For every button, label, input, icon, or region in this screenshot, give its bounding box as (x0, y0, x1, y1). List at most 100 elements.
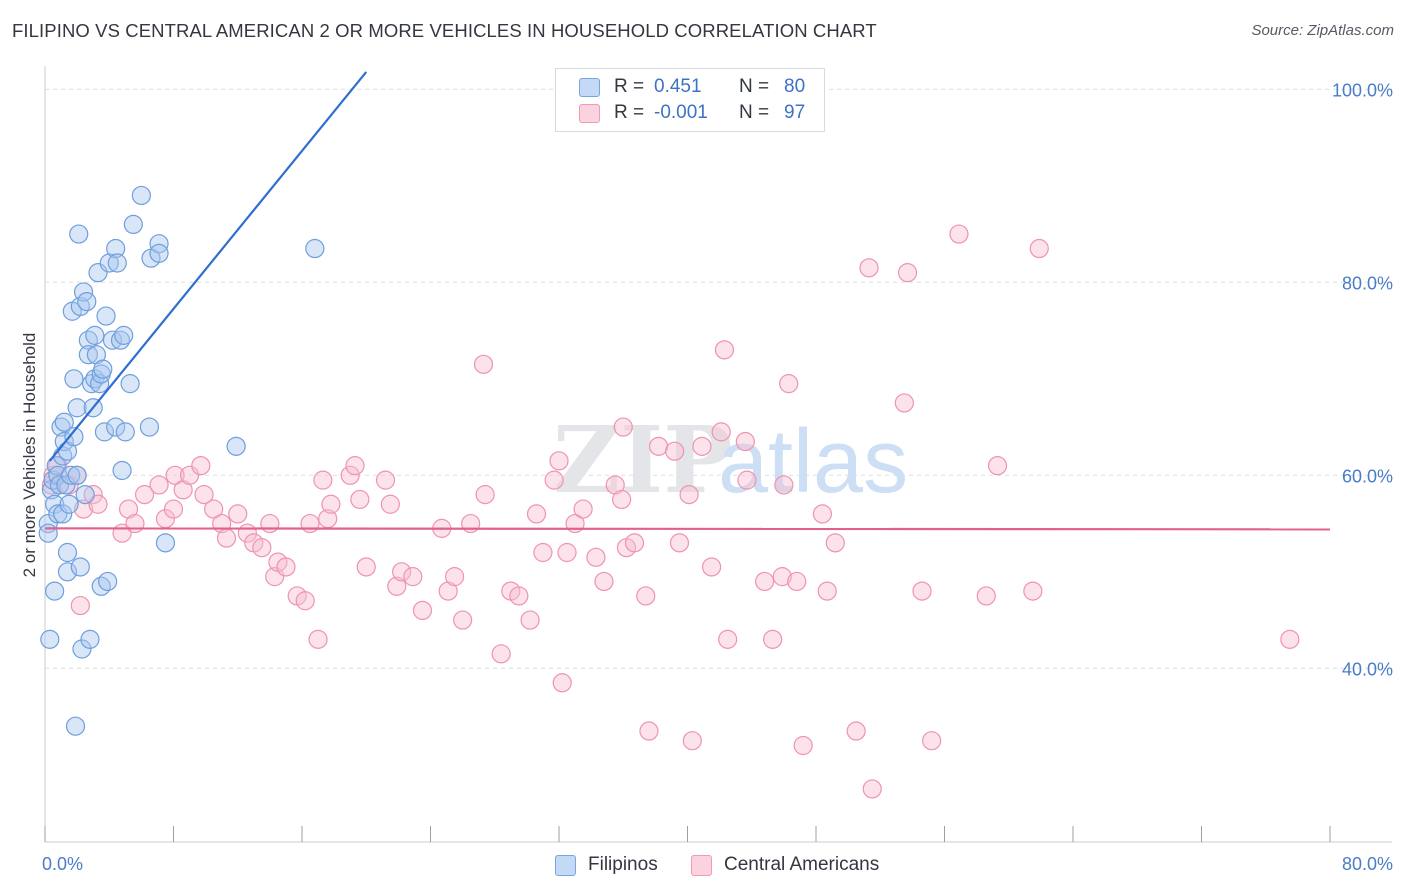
filipino-point (226, 436, 246, 456)
filipino-point (131, 185, 151, 206)
n-label: N = (739, 76, 770, 97)
central-american-point (350, 489, 370, 510)
filipino-point (78, 345, 98, 365)
n-value: 97 (784, 102, 806, 123)
legend-row-central-americans: R = -0.001 N = 97 (556, 100, 805, 126)
central-american-point (134, 485, 155, 505)
r-label: R = (614, 102, 645, 123)
r-value: 0.451 (654, 76, 702, 97)
x-tick-label: 0.0% (42, 854, 83, 874)
filipino-point (85, 325, 105, 345)
central-american-point (491, 644, 511, 664)
n-value: 80 (784, 76, 806, 97)
central-american-point (412, 600, 433, 621)
filipino-point (120, 374, 140, 394)
central-american-point (520, 610, 540, 630)
filipino-point (67, 398, 87, 418)
central-american-point (300, 513, 320, 534)
central-american-point (83, 485, 103, 505)
filipino-point (106, 417, 126, 437)
central-american-point (194, 485, 214, 505)
y-tick-labels: 100.0% 80.0% 60.0% 40.0% (1332, 80, 1393, 679)
central-american-point (461, 513, 481, 534)
central-american-point (345, 456, 365, 476)
central-american-point (375, 470, 396, 490)
filipino-point (46, 456, 66, 476)
central-american-point (754, 571, 775, 592)
central-american-point (526, 504, 547, 524)
filipino-point (75, 485, 95, 505)
source-label: Source: ZipAtlas.com (1251, 22, 1394, 39)
legend-item-central-americans: Central Americans (691, 852, 879, 878)
central-american-point (149, 475, 169, 495)
y-tick-label: 40.0% (1342, 659, 1393, 679)
filipino-swatch (579, 77, 600, 97)
central-american-point (1029, 238, 1049, 259)
filipino-point (54, 412, 74, 432)
central-american-point (573, 499, 593, 519)
central-american-trend-line (44, 527, 1331, 531)
central-american-point (812, 504, 833, 524)
filipino-point (112, 460, 132, 481)
y-tick-label: 100.0% (1332, 80, 1393, 100)
watermark-zip: ZIP (553, 406, 732, 514)
central-american-point (772, 567, 792, 587)
filipino-point (57, 562, 78, 582)
central-american-point (356, 557, 376, 577)
central-american-point (793, 735, 813, 756)
series-central-americans (41, 224, 1300, 799)
x-tick-label: 80.0% (1342, 854, 1393, 874)
grid-lines (45, 88, 1392, 669)
central-american-point (787, 571, 807, 592)
central-american-point (276, 557, 296, 577)
filipino-point (96, 306, 116, 326)
central-american-point (295, 591, 315, 611)
watermark: ZIP atlas (553, 406, 908, 514)
r-value: -0.001 (654, 102, 708, 123)
central-american-point (692, 436, 712, 456)
filipino-legend-swatch (555, 854, 576, 876)
central-american-point (70, 595, 90, 616)
filipino-point (305, 238, 325, 259)
central-american-point (735, 431, 755, 452)
filipino-point (106, 238, 126, 259)
central-american-point (321, 494, 341, 514)
central-american-point (701, 557, 722, 577)
correlation-legend: R = 0.451 N = 80 R = -0.001 N = 97 (555, 68, 825, 132)
central-american-point (949, 224, 969, 244)
central-american-point (163, 499, 184, 519)
filipino-point (65, 716, 86, 736)
central-american-point (897, 263, 918, 283)
central-american-point (669, 533, 690, 553)
filipino-point (38, 523, 58, 543)
central-american-point (679, 485, 699, 505)
central-american-point (922, 731, 942, 751)
filipino-point (64, 369, 84, 389)
central-american-point (912, 581, 932, 601)
central-american-point (509, 586, 529, 606)
central-american-point (987, 456, 1008, 476)
watermark-atlas: atlas (718, 412, 908, 512)
central-american-point (894, 393, 914, 413)
central-american-point (612, 489, 632, 510)
filipino-point (69, 224, 89, 244)
central-american-point (682, 731, 702, 751)
filipino-point (80, 629, 100, 649)
filipino-point (107, 253, 127, 273)
filipino-point (155, 533, 176, 553)
filipino-point (72, 639, 92, 659)
central-american-point (1023, 581, 1043, 601)
filipino-point (139, 417, 160, 437)
filipino-point (114, 325, 134, 345)
central-american-point (648, 436, 669, 456)
central-american-point (533, 542, 553, 563)
central-american-point (549, 451, 569, 471)
r-label: R = (614, 76, 645, 97)
central-american-point (252, 538, 272, 558)
central-american-point (191, 456, 211, 476)
axes (44, 66, 1392, 843)
central-american-point (624, 533, 645, 553)
filipino-point (67, 465, 87, 485)
filipino-point (115, 422, 135, 442)
